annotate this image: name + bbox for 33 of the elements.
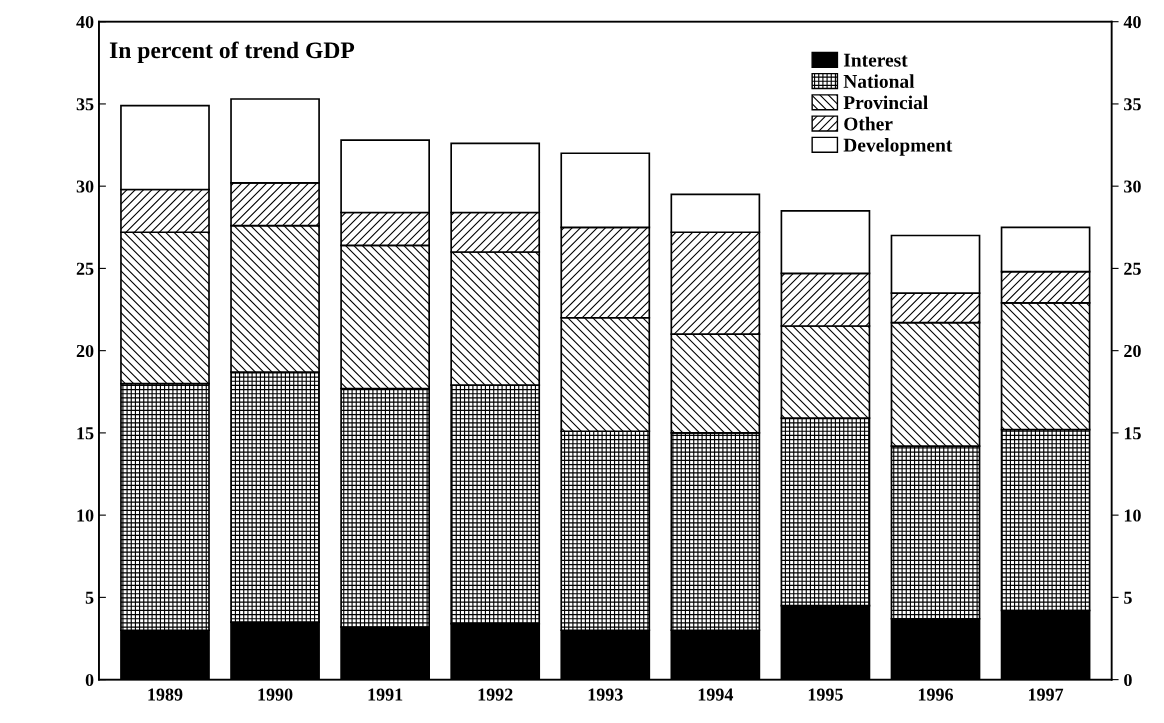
y-tick-label: 30 — [76, 180, 94, 193]
legend-label: National — [843, 74, 915, 88]
y2-tick-label: 20 — [1124, 344, 1141, 358]
y-tick-label: 15 — [77, 427, 94, 440]
y-tick-label: 0 — [85, 673, 94, 687]
y-tick-label: 5 — [85, 591, 94, 604]
y-tick-label: 35 — [76, 98, 94, 111]
x-tick-label: 1991 — [368, 688, 403, 701]
x-tick-label: 1990 — [258, 688, 293, 701]
y-tick-label: 25 — [76, 262, 94, 275]
y2-tick-label: 10 — [1124, 509, 1141, 522]
legend-label: Interest — [843, 53, 908, 67]
y-tick-label: 40 — [76, 15, 94, 29]
y2-tick-label: 40 — [1123, 15, 1141, 29]
y2-tick-label: 0 — [1124, 673, 1132, 687]
x-tick-label: 1989 — [148, 688, 183, 701]
legend-label: Development — [843, 138, 953, 156]
x-tick-label: 1996 — [918, 688, 954, 701]
text: In percent of trend GDP — [109, 41, 355, 64]
x-tick-label: 1994 — [698, 688, 734, 701]
y-tick-label: 20 — [76, 344, 94, 358]
y2-tick-label: 5 — [1124, 591, 1132, 604]
y-tick-label: 10 — [77, 509, 94, 522]
y2-tick-label: 25 — [1124, 262, 1141, 275]
x-tick-label: 1997 — [1028, 688, 1064, 701]
x-tick-label: 1995 — [808, 688, 843, 701]
legend-label: Provincial — [843, 95, 928, 110]
legend-label: Other — [844, 116, 893, 131]
x-tick-label: 1992 — [478, 688, 513, 701]
y2-tick-label: 35 — [1124, 98, 1141, 111]
y2-tick-label: 30 — [1124, 180, 1141, 193]
y2-tick-label: 15 — [1124, 427, 1141, 440]
x-tick-label: 1993 — [588, 688, 623, 701]
